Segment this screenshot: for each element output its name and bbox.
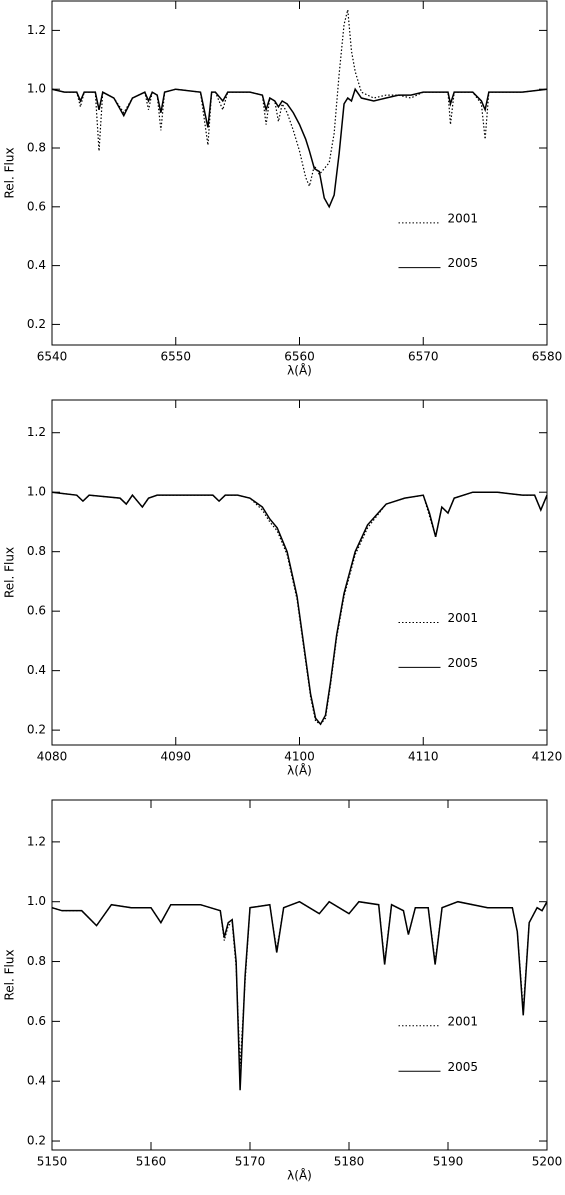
x-tick-label: 4100 xyxy=(284,750,315,764)
panel: 5150 5160 5170 5180 5190 5200 0.2 0.4 0.6 0.8 1.0 1… xyxy=(3,799,563,1183)
x-tick-label: 6550 xyxy=(160,350,191,364)
plot-frame xyxy=(51,799,548,1151)
y-tick-label: 1.0 xyxy=(27,82,46,96)
legend-label: 2005 xyxy=(448,1060,479,1074)
legend-label: 2001 xyxy=(448,1014,479,1028)
y-tick-label: 0.8 xyxy=(27,954,46,968)
panel: 4080 4090 4100 4110 4120 0.2 0.4 0.6 0.8 1.0 1.2 λ(… xyxy=(3,399,563,778)
y-tick-label: 0.6 xyxy=(27,604,46,618)
y-tick-label: 0.2 xyxy=(27,723,46,737)
y-tick-label: 1.2 xyxy=(27,23,46,37)
x-tick-label: 4080 xyxy=(37,750,68,764)
y-tick-label: 0.4 xyxy=(27,1074,46,1088)
x-axis-label: λ(Å) xyxy=(287,763,312,778)
y-tick-label: 1.2 xyxy=(27,425,46,439)
x-tick-label: 6580 xyxy=(532,350,563,364)
y-tick-label: 0.8 xyxy=(27,544,46,558)
spectrum-line xyxy=(51,87,548,209)
x-axis-label: λ(Å) xyxy=(287,363,312,378)
legend-label: 2005 xyxy=(448,656,479,670)
y-tick-label: 1.0 xyxy=(27,894,46,908)
y-tick-label: 0.4 xyxy=(27,663,46,677)
x-tick-label: 6540 xyxy=(37,350,68,364)
y-tick-label: 0.6 xyxy=(27,1014,46,1028)
spectrum-line xyxy=(51,900,548,1067)
spectrum-line xyxy=(51,9,548,189)
x-tick-label: 5170 xyxy=(235,1155,266,1169)
x-tick-label: 4090 xyxy=(160,750,191,764)
y-tick-label: 1.2 xyxy=(27,834,46,848)
x-tick-label: 5180 xyxy=(334,1155,365,1169)
x-tick-label: 4120 xyxy=(532,750,563,764)
panel: 6540 6550 6560 6570 6580 0.2 0.4 0.6 0.8 1.0 1.2 λ(… xyxy=(3,0,563,378)
y-axis-label: Rel. Flux xyxy=(3,147,17,198)
x-tick-label: 5190 xyxy=(433,1155,464,1169)
plot-frame xyxy=(51,399,548,746)
spectrum-line xyxy=(51,900,548,1091)
x-tick-label: 6570 xyxy=(408,350,439,364)
x-tick-label: 5160 xyxy=(136,1155,167,1169)
x-tick-label: 5150 xyxy=(37,1155,68,1169)
y-tick-label: 0.2 xyxy=(27,1134,46,1148)
plot-frame xyxy=(51,0,548,346)
x-axis-label: λ(Å) xyxy=(287,1168,312,1183)
y-tick-label: 1.0 xyxy=(27,485,46,499)
y-axis-label: Rel. Flux xyxy=(3,949,17,1000)
legend-label: 2001 xyxy=(448,211,479,225)
y-tick-label: 0.2 xyxy=(27,317,46,331)
legend-label: 2001 xyxy=(448,611,479,625)
y-tick-label: 0.8 xyxy=(27,141,46,155)
spectrum-line xyxy=(51,491,548,726)
y-tick-label: 0.6 xyxy=(27,199,46,213)
x-tick-label: 5200 xyxy=(532,1155,563,1169)
x-tick-label: 6560 xyxy=(284,350,315,364)
y-axis-label: Rel. Flux xyxy=(3,547,17,598)
y-tick-label: 0.4 xyxy=(27,258,46,272)
x-tick-label: 4110 xyxy=(408,750,439,764)
spectrum-line xyxy=(51,491,548,725)
legend-label: 2005 xyxy=(448,256,479,270)
